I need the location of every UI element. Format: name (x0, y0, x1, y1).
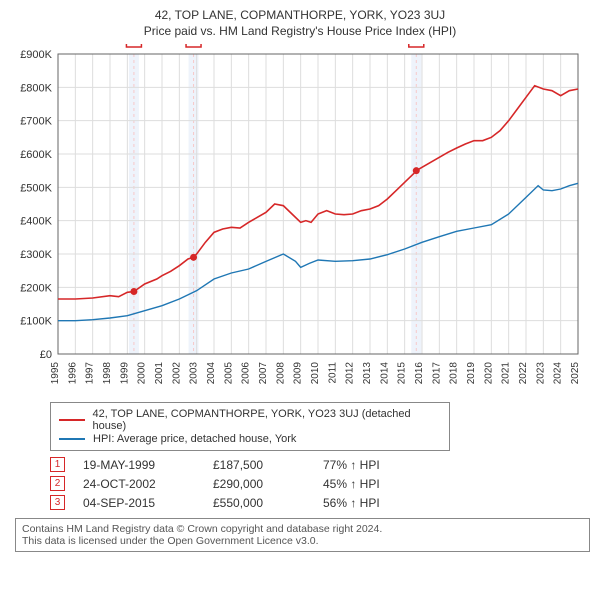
legend-item: 42, TOP LANE, COPMANTHORPE, YORK, YO23 3… (59, 408, 441, 432)
sale-delta: 56% ↑ HPI (323, 496, 380, 510)
svg-text:2000: 2000 (137, 362, 148, 385)
attribution-line: Contains HM Land Registry data © Crown c… (22, 523, 583, 535)
svg-text:2009: 2009 (293, 362, 304, 385)
sale-price: £290,000 (213, 477, 323, 491)
svg-text:£700K: £700K (20, 116, 52, 128)
svg-text:2008: 2008 (275, 362, 286, 385)
svg-text:2006: 2006 (241, 362, 252, 385)
svg-text:£100K: £100K (20, 316, 52, 328)
price-chart: £0 £100K £200K £300K £400K £500K £600K £700K £80… (10, 44, 590, 394)
svg-text:2011: 2011 (327, 362, 338, 384)
legend-label: 42, TOP LANE, COPMANTHORPE, YORK, YO23 3… (93, 408, 441, 432)
legend-item: HPI: Average price, detached house, York (59, 433, 441, 445)
svg-text:2014: 2014 (379, 362, 390, 385)
svg-text:2007: 2007 (258, 362, 269, 385)
sale-row: 3 04-SEP-2015 £550,000 56% ↑ HPI (50, 495, 590, 510)
svg-text:2002: 2002 (171, 362, 182, 385)
svg-text:2017: 2017 (431, 362, 442, 385)
svg-text:1996: 1996 (67, 362, 78, 385)
svg-text:1995: 1995 (50, 362, 61, 385)
svg-text:£900K: £900K (20, 49, 52, 61)
page-subtitle: Price paid vs. HM Land Registry's House … (10, 24, 590, 38)
svg-text:2: 2 (191, 44, 197, 46)
svg-text:2001: 2001 (154, 362, 165, 385)
svg-text:£500K: £500K (20, 182, 52, 194)
sale-delta: 45% ↑ HPI (323, 477, 380, 491)
svg-text:£0: £0 (40, 349, 52, 361)
svg-text:£200K: £200K (20, 282, 52, 294)
legend-label: HPI: Average price, detached house, York (93, 433, 296, 445)
svg-text:1: 1 (131, 44, 137, 46)
svg-text:1998: 1998 (102, 362, 113, 385)
legend-swatch (59, 438, 85, 440)
svg-text:2015: 2015 (397, 362, 408, 385)
svg-text:£600K: £600K (20, 149, 52, 161)
svg-text:2018: 2018 (449, 362, 460, 385)
svg-text:2024: 2024 (553, 362, 564, 385)
svg-text:2025: 2025 (570, 362, 581, 385)
legend-swatch (59, 419, 85, 421)
attribution-box: Contains HM Land Registry data © Crown c… (15, 518, 590, 552)
svg-text:£400K: £400K (20, 216, 52, 228)
sale-marker-icon: 3 (50, 495, 65, 510)
svg-text:2013: 2013 (362, 362, 373, 385)
sale-marker-icon: 1 (50, 457, 65, 472)
attribution-line: This data is licensed under the Open Gov… (22, 535, 583, 547)
svg-text:£300K: £300K (20, 249, 52, 261)
sales-table: 1 19-MAY-1999 £187,500 77% ↑ HPI 2 24-OC… (50, 457, 590, 510)
svg-text:2005: 2005 (223, 362, 234, 385)
svg-text:1999: 1999 (119, 362, 130, 385)
sale-price: £550,000 (213, 496, 323, 510)
svg-text:2012: 2012 (345, 362, 356, 385)
sale-delta: 77% ↑ HPI (323, 458, 380, 472)
svg-text:2016: 2016 (414, 362, 425, 385)
svg-text:2020: 2020 (483, 362, 494, 385)
svg-text:2019: 2019 (466, 362, 477, 385)
sale-price: £187,500 (213, 458, 323, 472)
svg-text:1997: 1997 (85, 362, 96, 385)
sale-date: 04-SEP-2015 (83, 496, 213, 510)
svg-text:2022: 2022 (518, 362, 529, 385)
svg-text:2021: 2021 (501, 362, 512, 385)
sale-date: 24-OCT-2002 (83, 477, 213, 491)
svg-text:2010: 2010 (310, 362, 321, 385)
sale-date: 19-MAY-1999 (83, 458, 213, 472)
svg-text:2004: 2004 (206, 362, 217, 385)
chart-legend: 42, TOP LANE, COPMANTHORPE, YORK, YO23 3… (50, 402, 450, 451)
svg-text:3: 3 (413, 44, 419, 46)
sale-row: 2 24-OCT-2002 £290,000 45% ↑ HPI (50, 476, 590, 491)
sale-marker-icon: 2 (50, 476, 65, 491)
svg-text:2023: 2023 (535, 362, 546, 385)
svg-text:2003: 2003 (189, 362, 200, 385)
sale-row: 1 19-MAY-1999 £187,500 77% ↑ HPI (50, 457, 590, 472)
page-title: 42, TOP LANE, COPMANTHORPE, YORK, YO23 3… (10, 8, 590, 22)
svg-text:£800K: £800K (20, 82, 52, 94)
